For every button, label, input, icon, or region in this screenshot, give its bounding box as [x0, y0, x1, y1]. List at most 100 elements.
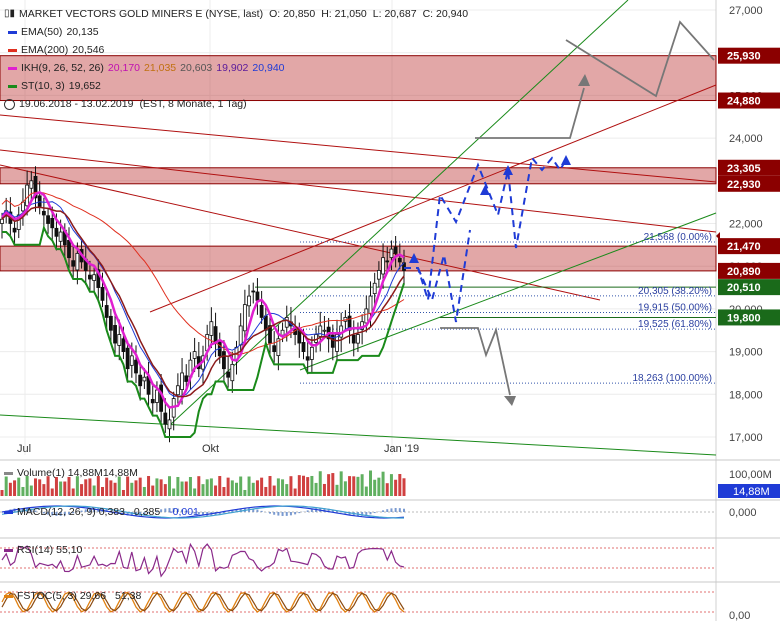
volume-bar — [84, 479, 88, 496]
volume-bar — [214, 485, 218, 496]
clock-icon — [4, 98, 15, 110]
volume-bar — [159, 479, 163, 496]
rsi-swatch — [4, 548, 13, 552]
macd-bar — [202, 512, 204, 516]
price-tag — [718, 238, 780, 255]
macd-value-2: 0,385 — [133, 506, 161, 518]
macd-bar — [361, 512, 364, 516]
volume-bar — [306, 477, 310, 496]
y-tick-label: 22,000 — [729, 219, 763, 231]
volume-bar — [402, 478, 406, 496]
volume-bar — [222, 487, 226, 496]
rsi-label: RSI(14) — [17, 544, 54, 556]
macd-bar — [382, 510, 385, 512]
fstoc-legend: FSTOC(5, 3) 29,66 51,38 — [4, 590, 141, 602]
ema50-swatch — [8, 30, 17, 34]
volume-bar — [264, 486, 268, 496]
candle-body — [12, 227, 17, 233]
legend-st: ST(10, 3) 19,652 — [4, 77, 468, 95]
candle-body — [104, 305, 109, 318]
volume-bar — [121, 489, 125, 496]
volume-swatch — [4, 471, 13, 475]
legend-ikh: IKH(9, 26, 52, 26) 20,170 21,035 20,603 … — [4, 59, 468, 77]
rsi-line — [1, 542, 405, 578]
trend-line — [299, 212, 717, 371]
scenario-up-arrow — [578, 74, 590, 86]
candle-body — [192, 351, 197, 359]
candle-body — [138, 374, 143, 387]
forecast-arrow — [480, 185, 490, 195]
volume-bar — [92, 485, 96, 496]
candle-body — [330, 334, 335, 348]
volume-bar — [188, 477, 192, 496]
volume-bar — [377, 477, 381, 496]
macd-bar — [306, 510, 309, 512]
macd-bar — [394, 508, 397, 512]
volume-bar — [130, 482, 134, 496]
range-note: (EST, 8 Monate, 1 Tag) — [139, 98, 247, 110]
volume-badge-label: 14,88M — [733, 486, 770, 498]
macd-bar — [294, 512, 297, 515]
macd-bar — [390, 508, 393, 512]
resistance-zone — [0, 55, 717, 102]
y-tick-label: 24,000 — [729, 133, 763, 145]
macd-bar — [155, 510, 158, 512]
macd-bar — [277, 512, 280, 516]
volume-bar — [360, 474, 364, 496]
macd-bar — [239, 508, 242, 512]
macd-axis-label: 0,000 — [729, 507, 757, 519]
candle-body — [167, 419, 172, 430]
kijun-line — [1, 206, 405, 398]
macd-bar — [327, 508, 330, 512]
macd-bar — [176, 508, 179, 512]
low-value: L: 20,687 — [372, 8, 417, 20]
candle-body — [385, 260, 390, 263]
instrument-title: MARKET VECTORS GOLD MINERS E (NYSE, last… — [19, 8, 264, 20]
trend-line — [0, 414, 717, 456]
volume-bar — [385, 483, 389, 496]
candle-body — [242, 304, 247, 332]
rsi-legend: RSI(14) 55,10 — [4, 544, 82, 556]
volume-bar — [17, 477, 21, 496]
candle-body — [155, 389, 159, 403]
volume-bar — [331, 473, 335, 496]
macd-bar — [235, 509, 238, 512]
date-range: 19.06.2018 - 13.02.2019 — [19, 98, 134, 110]
macd-signal-line — [1, 505, 404, 519]
volume-bar — [63, 481, 67, 496]
candle-body — [268, 325, 272, 344]
macd-bar — [218, 512, 221, 515]
candle-body — [222, 351, 226, 370]
candle-body — [16, 214, 21, 230]
legend-ema50: EMA(50) 20,135 — [4, 23, 468, 41]
volume-label: Volume(1) — [17, 467, 65, 479]
price-tag-label: 22,930 — [727, 179, 761, 191]
last-price-marker — [716, 232, 720, 240]
macd-bar — [398, 508, 401, 512]
volume-bar — [394, 479, 398, 496]
volume-bar — [151, 485, 155, 496]
macd-bar — [298, 512, 301, 514]
macd-bar — [17, 508, 20, 512]
ikh-line — [1, 190, 405, 409]
candle-body — [163, 412, 168, 425]
volume-bar — [356, 476, 360, 496]
resistance-zone — [0, 167, 717, 185]
macd-bar — [72, 512, 75, 514]
candle-body — [71, 260, 76, 267]
ema50-value: 20,135 — [66, 26, 99, 38]
volume-bar — [364, 486, 368, 496]
volume-bar — [38, 479, 42, 496]
macd-bar — [55, 512, 58, 516]
forecast-path-alt — [417, 229, 471, 323]
candle-body — [58, 231, 63, 242]
candle-body — [372, 282, 377, 295]
volume-bars — [0, 470, 406, 496]
candle-body — [280, 329, 285, 336]
macd-bar — [42, 512, 45, 514]
price-tag-label: 20,510 — [727, 282, 761, 294]
volume-bar — [29, 485, 33, 496]
macd-bar — [231, 510, 234, 512]
volume-bar — [138, 477, 142, 496]
